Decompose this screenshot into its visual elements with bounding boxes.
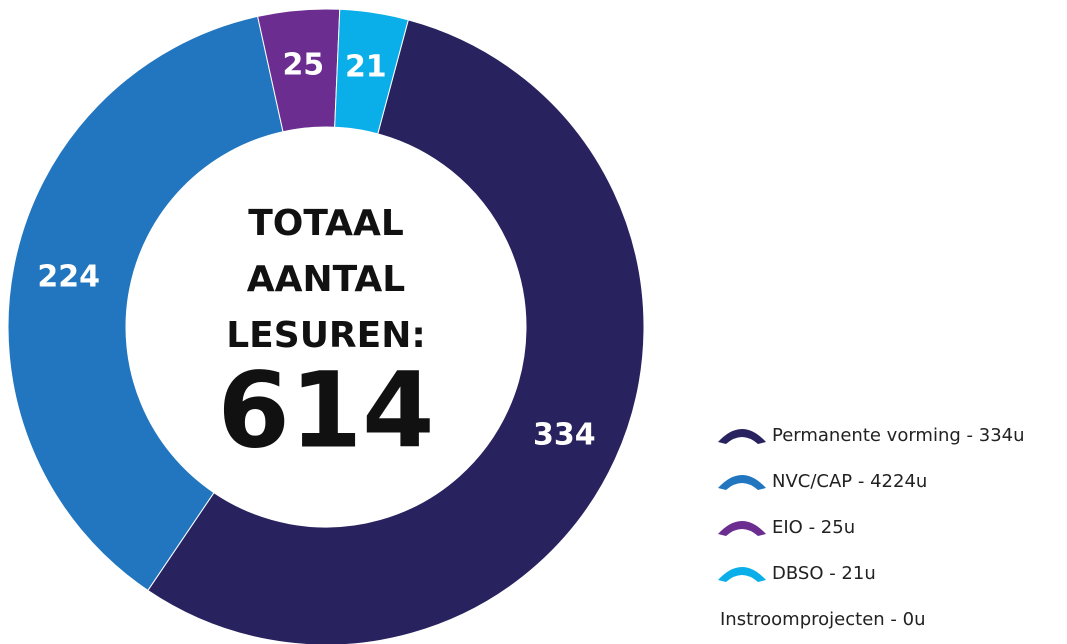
- legend-label: Permanente vorming - 334u: [772, 425, 1025, 446]
- donut-slice: [7, 15, 284, 592]
- legend-icon: [718, 567, 766, 582]
- data-label: 21: [345, 50, 387, 85]
- data-label: 334: [533, 417, 596, 452]
- donut-slice: [147, 19, 645, 644]
- center-label: LESUREN:: [226, 315, 426, 356]
- legend-label: EIO - 25u: [772, 517, 855, 538]
- center-label: TOTAAL: [248, 203, 404, 244]
- legend-label: NVC/CAP - 4224u: [772, 471, 927, 492]
- center-label: AANTAL: [247, 259, 405, 300]
- legend-icon: [718, 521, 766, 536]
- center-value: 614: [217, 349, 434, 471]
- legend-icon: [718, 475, 766, 490]
- legend-icon: [718, 429, 766, 444]
- legend-label: Instroomprojecten - 0u: [720, 609, 925, 630]
- donut-slice: [334, 8, 409, 135]
- legend-label: DBSO - 21u: [772, 563, 876, 584]
- data-label: 25: [282, 47, 324, 82]
- data-label: 224: [37, 259, 100, 294]
